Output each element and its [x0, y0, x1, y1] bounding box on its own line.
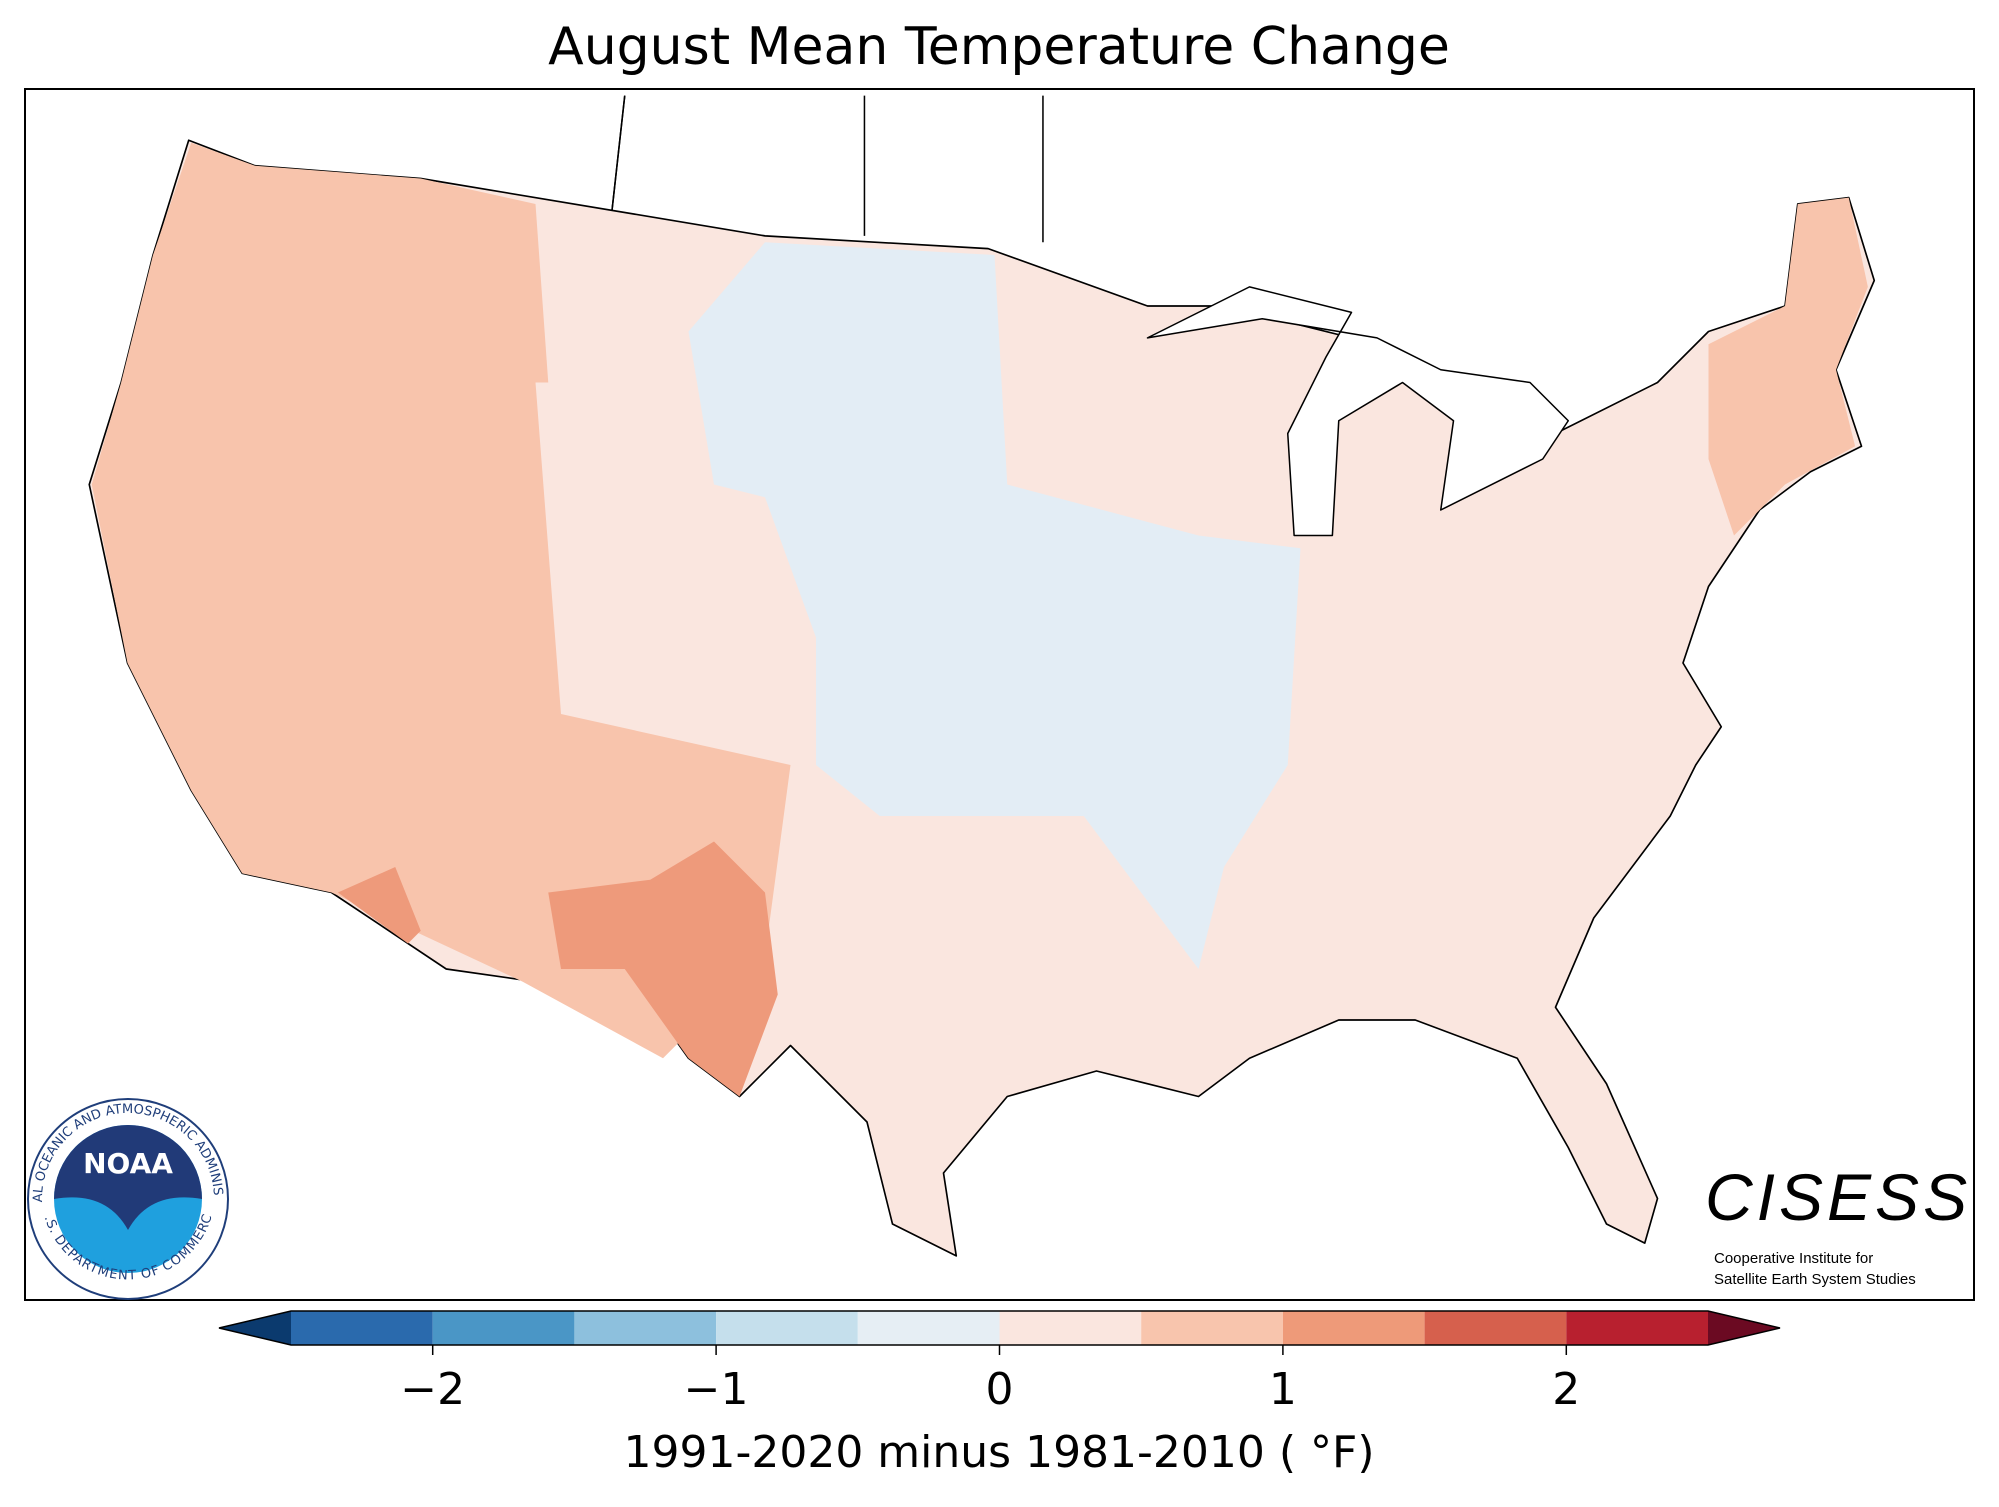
colorbar-tick-label: −2	[400, 1364, 465, 1415]
colorbar-bin	[574, 1311, 717, 1345]
colorbar-tick-label: 2	[1552, 1364, 1580, 1415]
region-warm-northeast	[1708, 197, 1868, 536]
colorbar-bin	[1566, 1311, 1708, 1345]
region-warm-northwest	[121, 142, 549, 383]
region-hot-southwest	[548, 841, 778, 1097]
great-lakes	[1146, 286, 1570, 537]
colorbar-bin	[857, 1311, 1000, 1345]
colorbar-bin	[291, 1311, 433, 1345]
colorbar-bin	[1424, 1311, 1567, 1345]
cisess-line1: Cooperative Institute for	[1714, 1250, 1873, 1267]
region-cool	[688, 242, 1301, 969]
noaa-name: NOAA	[83, 1147, 173, 1180]
colorbar-bin	[716, 1311, 858, 1345]
cisess-logo: CISESS Cooperative Institute for Satelli…	[1705, 1160, 1971, 1288]
colorbar-bin	[1141, 1311, 1283, 1345]
colorbar-tick-label: 0	[986, 1364, 1014, 1415]
noaa-bird	[54, 1125, 202, 1230]
colorbar-outline	[218, 1310, 1781, 1346]
colorbar: −2 −1 0 1 2	[218, 1310, 1781, 1415]
border-line	[611, 95, 626, 211]
colorbar-bin	[999, 1311, 1142, 1345]
colorbar-bin	[1282, 1311, 1425, 1345]
cisess-line2: Satellite Earth System Studies	[1714, 1271, 1916, 1288]
us-map	[88, 95, 1876, 1257]
map-title: August Mean Temperature Change	[548, 17, 1450, 77]
colorbar-extend-low	[219, 1311, 291, 1345]
colorbar-tick-label: 1	[1269, 1364, 1297, 1415]
colorbar-bin	[432, 1311, 575, 1345]
cisess-name: CISESS	[1705, 1160, 1971, 1234]
colorbar-extend-high	[1708, 1311, 1780, 1345]
colorbar-tick-label: −1	[684, 1364, 749, 1415]
colorbar-label: 1991-2020 minus 1981-2010 ( °F)	[623, 1427, 1374, 1478]
region-hot-arizona	[337, 867, 421, 944]
